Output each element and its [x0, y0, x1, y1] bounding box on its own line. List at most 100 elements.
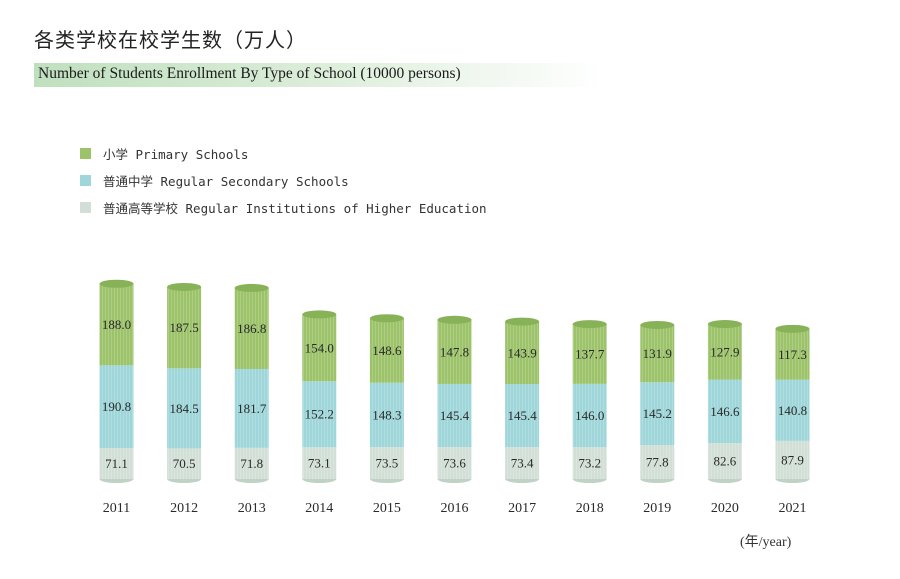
bar-cap-2013 [234, 283, 269, 292]
value-label-higher-2018: 73.2 [578, 456, 601, 471]
value-label-primary-2013: 186.8 [237, 321, 266, 336]
value-label-higher-2019: 77.8 [646, 455, 669, 470]
bar-cap-2020 [707, 320, 742, 329]
legend-label-primary: 小学 Primary Schools [103, 147, 249, 162]
legend-swatch-primary [80, 148, 91, 159]
value-label-primary-2012: 187.5 [169, 320, 198, 335]
value-label-higher-2016: 73.6 [443, 456, 466, 471]
value-label-higher-2013: 71.8 [240, 456, 263, 471]
x-tick-label-2019: 2019 [643, 501, 671, 516]
bar-segment-higher-2021 [775, 440, 810, 479]
bar-group-2011: 71.1 190.8 188.0 2011 [99, 279, 134, 516]
value-label-primary-2020: 127.9 [710, 344, 739, 359]
bar-cap-2012 [167, 282, 202, 291]
value-label-primary-2011: 188.0 [102, 317, 131, 332]
bar-segment-primary-2012 [167, 286, 202, 369]
bar-segment-secondary-2019 [640, 382, 675, 446]
x-tick-label-2016: 2016 [441, 501, 469, 516]
value-label-secondary-2017: 145.4 [507, 408, 537, 423]
bar-cap-2015 [369, 314, 404, 323]
bar-group-2018: 73.2 146.0 137.7 2018 [572, 320, 607, 516]
bar-segment-primary-2017 [505, 321, 540, 385]
x-tick-label-2013: 2013 [238, 501, 266, 516]
bar-cap-2021 [775, 324, 810, 333]
value-label-primary-2021: 117.3 [778, 347, 807, 362]
value-label-primary-2015: 148.6 [372, 343, 402, 358]
bar-cap-2014 [302, 310, 337, 319]
legend-swatch-higher [80, 202, 91, 213]
x-tick-label-2021: 2021 [779, 501, 807, 516]
value-label-primary-2014: 154.0 [305, 340, 334, 355]
bar-segment-higher-2017 [505, 447, 540, 479]
value-label-higher-2015: 73.5 [376, 456, 399, 471]
bar-segment-secondary-2012 [167, 368, 202, 449]
bar-segment-secondary-2015 [369, 382, 404, 448]
value-label-secondary-2016: 145.4 [440, 408, 470, 423]
bar-segment-primary-2021 [775, 328, 810, 380]
value-label-secondary-2015: 148.3 [372, 407, 401, 422]
value-label-higher-2011: 71.1 [105, 456, 128, 471]
value-label-secondary-2011: 190.8 [102, 399, 131, 414]
legend-item-secondary: 普通中学 Regular Secondary Schools [80, 167, 487, 194]
bar-segment-secondary-2017 [505, 384, 540, 448]
bar-segment-higher-2012 [167, 448, 202, 479]
bar-segment-primary-2018 [572, 324, 607, 384]
x-tick-label-2012: 2012 [170, 501, 198, 516]
bar-segment-higher-2014 [302, 447, 337, 479]
x-axis-unit-label: (年/year) [740, 535, 792, 550]
value-label-secondary-2014: 152.2 [305, 407, 334, 422]
bar-group-2019: 77.8 145.2 131.9 2019 [640, 320, 675, 516]
x-tick-label-2020: 2020 [711, 501, 739, 516]
bar-segment-higher-2013 [234, 447, 269, 479]
bar-segment-higher-2015 [369, 447, 404, 479]
legend-label-higher: 普通高等学校 Regular Institutions of Higher Ed… [103, 201, 487, 216]
bar-cap-2018 [572, 320, 607, 329]
bar-group-2015: 73.5 148.3 148.6 2015 [369, 314, 404, 516]
bar-segment-primary-2016 [437, 319, 472, 384]
bar-segment-primary-2013 [234, 287, 269, 369]
bar-group-2020: 82.6 146.6 127.9 2020 [707, 320, 742, 516]
bar-cap-2017 [505, 317, 540, 326]
bar-group-2017: 73.4 145.4 143.9 2017 [505, 317, 540, 516]
bar-cap-2016 [437, 315, 472, 324]
value-label-secondary-2019: 145.2 [643, 406, 672, 421]
bar-segment-primary-2011 [99, 283, 134, 366]
value-label-secondary-2021: 140.8 [778, 403, 807, 418]
bar-segment-higher-2018 [572, 447, 607, 479]
bar-segment-secondary-2011 [99, 365, 134, 449]
bar-segment-secondary-2020 [707, 379, 742, 444]
bar-group-2021: 87.9 140.8 117.3 2021 [775, 324, 810, 516]
value-label-primary-2016: 147.8 [440, 344, 469, 359]
bar-segment-higher-2019 [640, 445, 675, 479]
legend: 小学 Primary Schools 普通中学 Regular Secondar… [80, 140, 487, 221]
value-label-higher-2014: 73.1 [308, 456, 331, 471]
bar-segment-higher-2020 [707, 443, 742, 479]
value-label-higher-2017: 73.4 [511, 456, 534, 471]
chart-title-en: Number of Students Enrollment By Type of… [38, 65, 461, 82]
bar-segment-secondary-2021 [775, 379, 810, 441]
x-tick-label-2018: 2018 [576, 501, 604, 516]
value-label-primary-2019: 131.9 [643, 346, 672, 361]
value-label-higher-2020: 82.6 [714, 454, 737, 469]
chart-title-cn: 各类学校在校学生数（万人） [34, 28, 307, 52]
bar-group-2013: 71.8 181.7 186.8 2013 [234, 283, 269, 516]
value-label-secondary-2018: 146.0 [575, 408, 604, 423]
legend-item-primary: 小学 Primary Schools [80, 140, 487, 167]
x-tick-label-2017: 2017 [508, 501, 536, 516]
value-label-secondary-2020: 146.6 [710, 404, 740, 419]
value-label-primary-2018: 137.7 [575, 346, 605, 361]
x-tick-label-2014: 2014 [305, 501, 333, 516]
bar-segment-primary-2020 [707, 324, 742, 380]
bar-segment-primary-2014 [302, 314, 337, 382]
legend-item-higher: 普通高等学校 Regular Institutions of Higher Ed… [80, 194, 487, 221]
value-label-secondary-2013: 181.7 [237, 401, 267, 416]
bar-cap-2019 [640, 320, 675, 329]
value-label-higher-2012: 70.5 [173, 456, 196, 471]
x-tick-label-2015: 2015 [373, 501, 401, 516]
bar-segment-primary-2019 [640, 324, 675, 383]
bar-segment-secondary-2013 [234, 368, 269, 448]
bar-group-2012: 70.5 184.5 187.5 2012 [167, 282, 202, 516]
legend-label-secondary: 普通中学 Regular Secondary Schools [103, 174, 349, 189]
title-en-band [34, 63, 604, 87]
